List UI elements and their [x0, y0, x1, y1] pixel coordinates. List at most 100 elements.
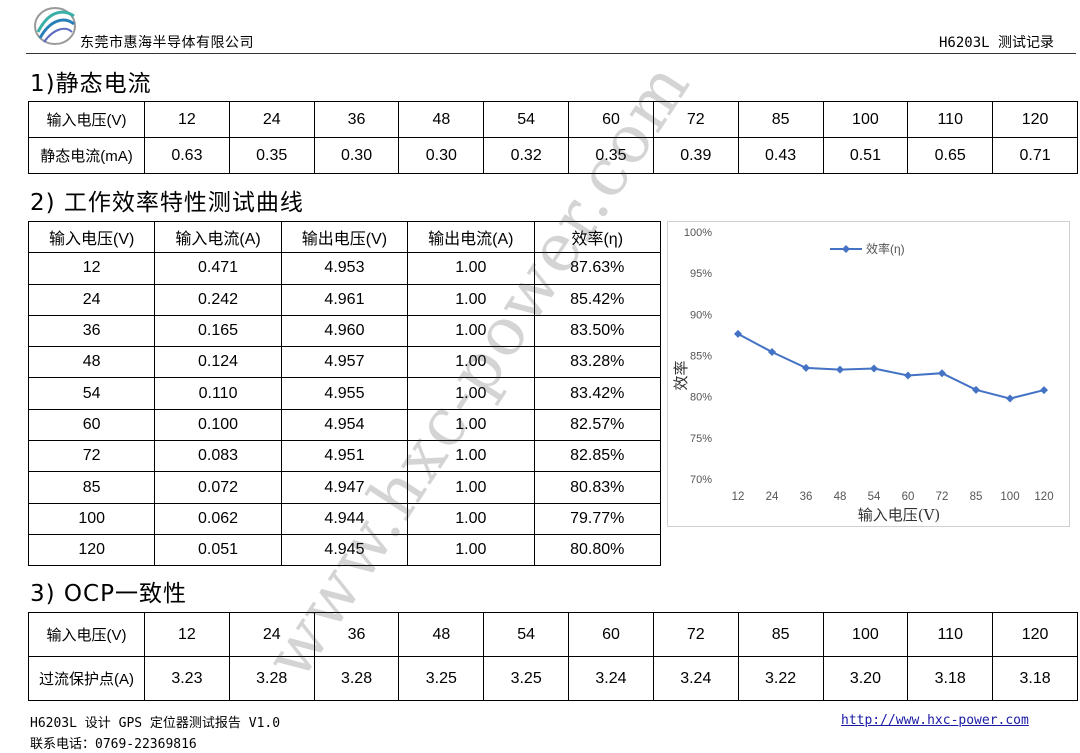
table-row: 24 0.242 4.961 1.00 85.42% [27, 283, 662, 316]
column-header: 效率(η) [533, 220, 662, 254]
row-label-cell: 过流保护点(A) [28, 656, 145, 701]
table-cell: 1.00 [407, 471, 535, 504]
y-tick-label: 75% [690, 433, 712, 445]
table-row: 36 0.165 4.960 1.00 83.50% [27, 314, 662, 348]
table-cell: 0.051 [154, 533, 282, 567]
table-row: 静态电流(mA) 0.63 0.35 0.30 0.30 0.32 0.35 0.39 0.43… [28, 137, 1078, 174]
table-cell: 3.18 [907, 656, 994, 701]
column-header: 输入电流(A) [154, 220, 282, 254]
table-cell: 3.25 [483, 656, 570, 701]
y-tick-label: 85% [690, 351, 712, 363]
row-label-cell: 静态电流(mA) [28, 137, 145, 174]
y-axis-title: 效率 [672, 360, 690, 390]
table-cell: 1.00 [407, 440, 535, 473]
data-point [734, 329, 742, 338]
data-point [768, 348, 776, 357]
row-label-cell: 输入电压(V) [28, 612, 145, 657]
website-link[interactable]: http://www.hxc-power.com [841, 713, 1029, 728]
table-cell: 83.28% [533, 346, 662, 379]
table-cell: 48 [27, 346, 156, 379]
table-row: 120 0.051 4.945 1.00 80.80% [27, 533, 662, 567]
table-cell: 1.00 [407, 252, 535, 285]
table-cell: 36 [313, 101, 400, 138]
table-cell: 4.951 [280, 440, 409, 473]
table-cell: 1.00 [407, 314, 535, 348]
x-tick-label: 60 [902, 491, 915, 503]
data-point [1040, 386, 1048, 395]
section1-title: 1)静态电流 [30, 71, 152, 97]
table-cell: 80.83% [533, 471, 662, 504]
row-label-cell: 输入电压(V) [28, 101, 145, 138]
table-cell: 60 [568, 612, 654, 657]
table-cell: 87.63% [533, 252, 662, 285]
x-tick-label: 120 [1034, 491, 1053, 503]
table-cell: 60 [568, 101, 654, 138]
table-row: 54 0.110 4.955 1.00 83.42% [27, 377, 662, 410]
data-point [802, 363, 810, 372]
table-cell: 0.165 [154, 314, 282, 348]
table-cell: 82.57% [533, 408, 662, 442]
table-cell: 1.00 [407, 502, 535, 535]
x-tick-label: 54 [868, 491, 881, 503]
table-cell: 0.35 [568, 137, 654, 174]
table-cell: 85 [27, 471, 156, 504]
table-cell: 54 [483, 612, 570, 657]
table-row: 输入电压(V) 12 24 36 48 54 60 72 85 100 110 120 [28, 101, 1078, 138]
table-cell: 110 [907, 612, 994, 657]
table-cell: 3.24 [652, 656, 739, 701]
table-cell: 72 [652, 101, 739, 138]
x-tick-label: 24 [766, 491, 779, 503]
table-cell: 0.062 [154, 502, 282, 535]
y-tick-label: 80% [690, 392, 712, 404]
table-cell: 0.242 [154, 283, 282, 316]
efficiency-chart: 100% 95% 90% 85% 80% 75% 70% 12 24 36 48 54 60 72 85 10… [667, 221, 1070, 527]
x-tick-label: 48 [834, 491, 847, 503]
table-cell: 4.945 [280, 533, 409, 567]
ocp-consistency-table: 输入电压(V) 12 24 36 48 54 60 72 85 100 110 120 过流保护点(A)… [28, 612, 1078, 701]
table-cell: 0.32 [483, 137, 570, 174]
table-cell: 54 [27, 377, 156, 410]
table-cell: 36 [27, 314, 156, 348]
table-cell: 3.18 [992, 656, 1078, 701]
legend-marker-icon [842, 245, 850, 253]
section2-title: 2) 工作效率特性测试曲线 [30, 190, 304, 216]
document-title: H6203L 测试记录 [938, 35, 1054, 51]
y-tick-label: 90% [690, 309, 712, 321]
table-cell: 85.42% [533, 283, 662, 316]
table-cell: 0.51 [822, 137, 909, 174]
table-cell: 3.22 [737, 656, 824, 701]
x-axis-title: 输入电压(V) [858, 506, 941, 524]
data-point [972, 385, 980, 394]
table-cell: 4.947 [280, 471, 409, 504]
table-cell: 100 [822, 612, 909, 657]
footer-info: H6203L 设计 GPS 定位器测试报告 V1.0 联系电话：0769-223… [30, 713, 280, 753]
table-row: 48 0.124 4.957 1.00 83.28% [27, 346, 662, 379]
table-cell: 0.65 [907, 137, 994, 174]
table-cell: 0.71 [992, 137, 1078, 174]
table-cell: 3.28 [228, 656, 315, 701]
table-cell: 72 [652, 612, 739, 657]
page-header: 东莞市惠海半导体有限公司 H6203L 测试记录 [0, 0, 1080, 56]
header-divider [26, 53, 1076, 54]
table-cell: 1.00 [407, 283, 535, 316]
table-cell: 3.24 [568, 656, 654, 701]
table-cell: 0.30 [398, 137, 485, 174]
data-point [938, 369, 946, 378]
footer-phone: 联系电话：0769-22369816 [30, 737, 197, 752]
table-cell: 85 [737, 612, 824, 657]
table-row: 12 0.471 4.953 1.00 87.63% [27, 252, 662, 285]
table-row: 100 0.062 4.944 1.00 79.77% [27, 502, 662, 535]
table-cell: 24 [228, 612, 315, 657]
data-point [904, 371, 912, 380]
table-cell: 83.42% [533, 377, 662, 410]
table-cell: 12 [144, 612, 230, 657]
table-cell: 1.00 [407, 408, 535, 442]
table-cell: 48 [398, 612, 485, 657]
table-cell: 24 [228, 101, 315, 138]
x-tick-label: 85 [970, 491, 983, 503]
table-cell: 120 [992, 612, 1078, 657]
table-cell: 72 [27, 440, 156, 473]
table-cell: 0.30 [313, 137, 400, 174]
table-cell: 79.77% [533, 502, 662, 535]
table-cell: 0.43 [737, 137, 824, 174]
